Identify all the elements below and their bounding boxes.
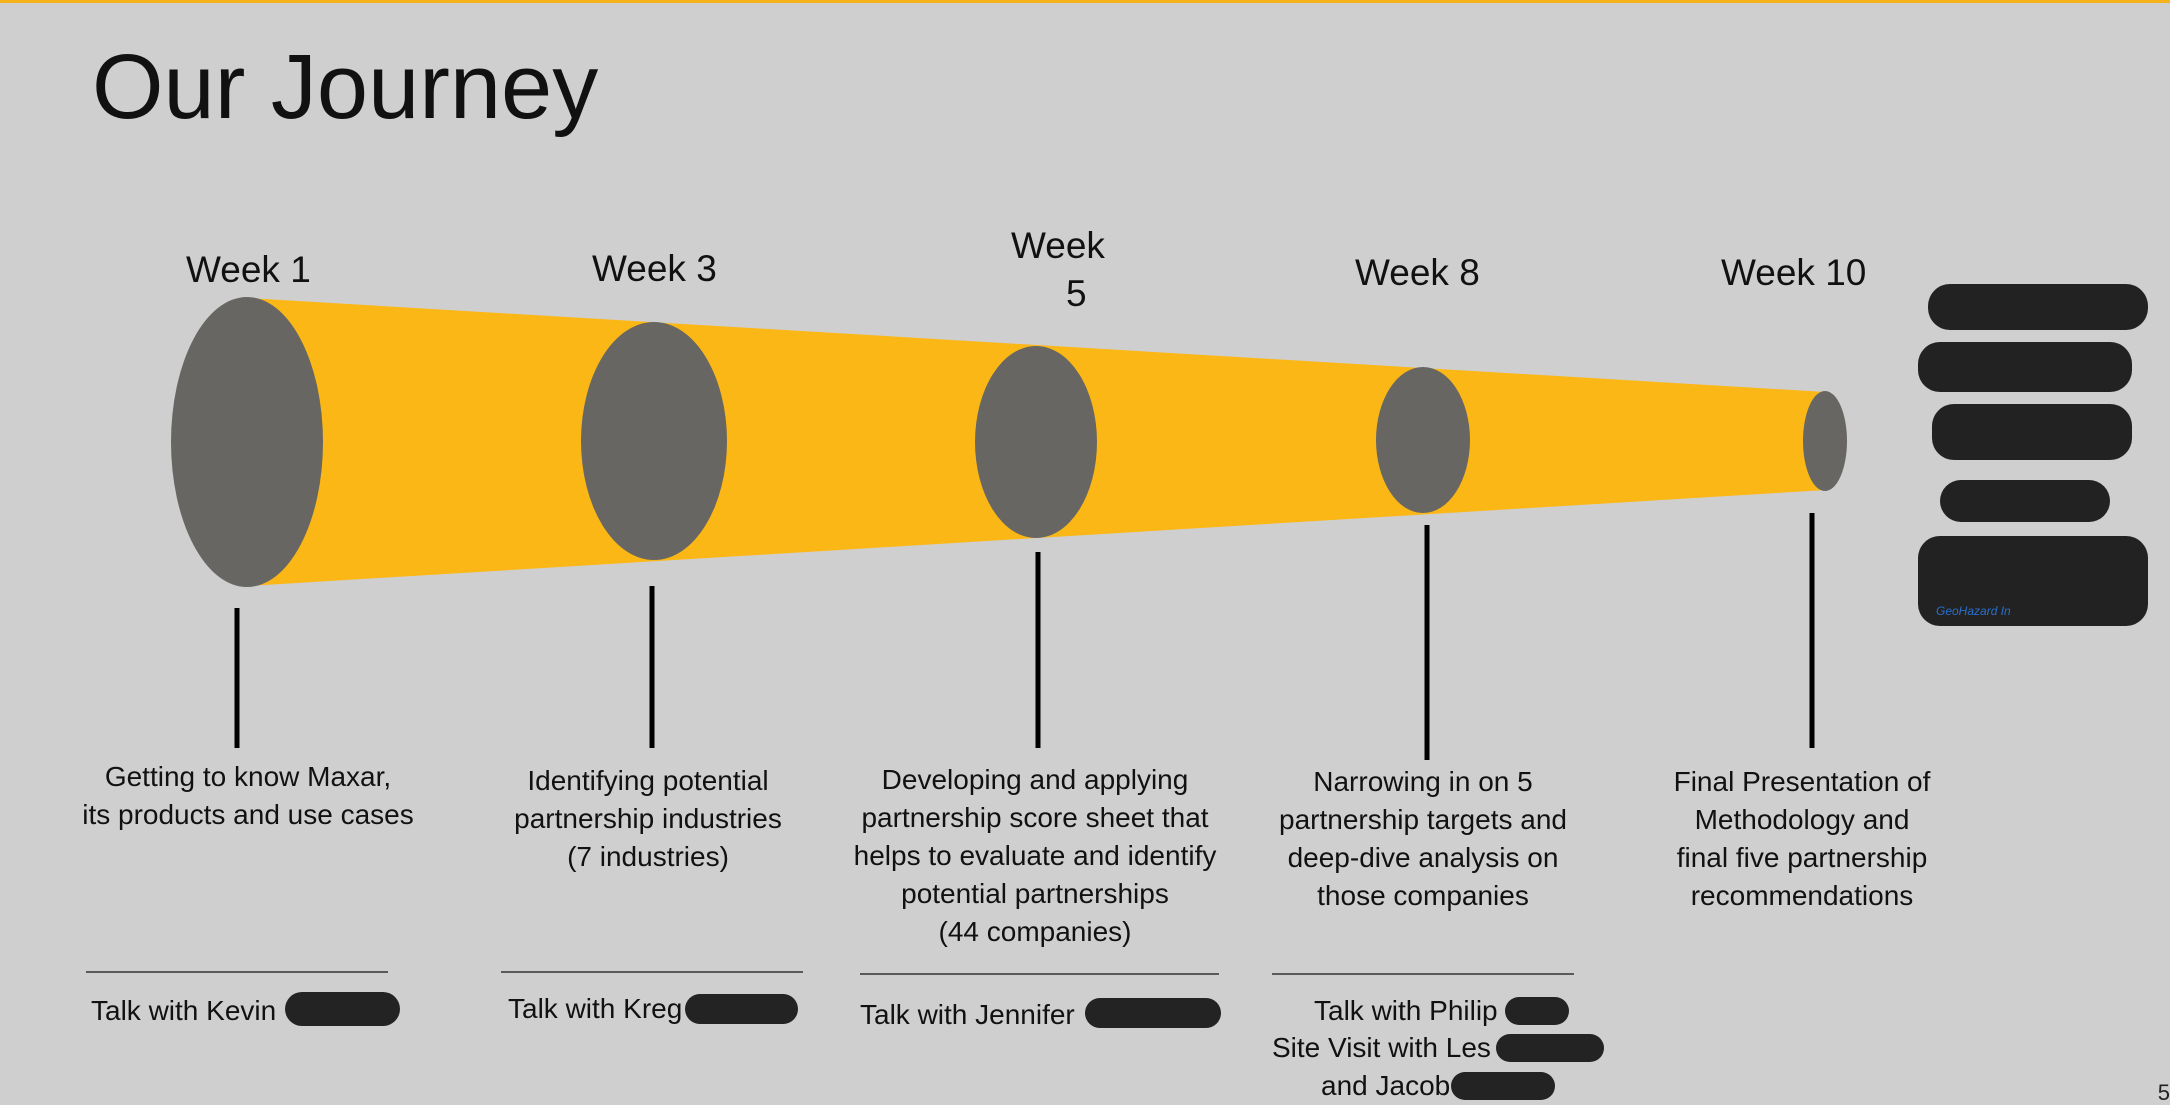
talk-week-3: Talk with Kreg <box>508 993 683 1024</box>
week-label-1: Week 1 <box>186 249 311 290</box>
milestone-ellipse-week-8 <box>1376 367 1470 513</box>
description-line: Methodology and <box>1694 804 1910 835</box>
logo-caption: GeoHazard In <box>1936 604 2011 618</box>
description-line: Developing and applying <box>881 764 1189 795</box>
description-line: potential partnerships <box>901 878 1169 909</box>
description-line: (44 companies) <box>938 916 1132 947</box>
milestone-ellipse-week-3 <box>581 322 727 560</box>
redaction-bar <box>1505 997 1569 1025</box>
week-label-5: Week 5 <box>1011 222 1105 318</box>
description-line: Getting to know Maxar, <box>104 761 392 792</box>
talk-week-1: Talk with Kevin <box>91 995 277 1026</box>
milestone-description-week-10: Final Presentation of Methodology and fi… <box>1602 763 2002 915</box>
page-number: 5 <box>2157 1080 2170 1105</box>
week-label-3: Week 3 <box>592 248 717 289</box>
redacted-logo-icon <box>1918 282 2148 634</box>
milestone-description-week-3: Identifying potential partnership indust… <box>448 762 848 876</box>
description-line: Narrowing in on 5 <box>1313 766 1533 797</box>
redaction-bar <box>1928 284 2148 330</box>
redaction-bar <box>1451 1072 1555 1100</box>
description-line: Identifying potential <box>527 765 769 796</box>
talk-week-8-line-3: and Jacob <box>1321 1070 1451 1101</box>
description-line: recommendations <box>1690 880 1914 911</box>
top-accent-border <box>0 0 2170 3</box>
milestone-ellipse-week-5 <box>975 346 1097 538</box>
redaction-bar <box>1918 342 2132 392</box>
redaction-bar <box>1932 404 2132 460</box>
description-line: final five partnership <box>1676 842 1928 873</box>
slide-title: Our Journey <box>92 36 599 138</box>
talk-week-5: Talk with Jennifer <box>860 999 1075 1030</box>
milestone-ellipse-week-10 <box>1803 391 1847 491</box>
description-line: its products and use cases <box>82 799 414 830</box>
redaction-bar <box>1918 536 2148 626</box>
week-label-5-line2: 5 <box>1066 273 1087 314</box>
milestone-description-week-5: Developing and applying partnership scor… <box>835 761 1235 951</box>
description-line: partnership targets and <box>1279 804 1567 835</box>
milestone-description-week-1: Getting to know Maxar, its products and … <box>48 758 448 834</box>
description-line: those companies <box>1317 880 1529 911</box>
redaction-bar <box>1940 480 2110 522</box>
redaction-bar <box>1496 1034 1604 1062</box>
milestone-ellipse-week-1 <box>171 297 323 587</box>
week-label-10: Week 10 <box>1721 252 1867 293</box>
talk-week-8-line-1: Talk with Philip <box>1314 995 1498 1026</box>
description-line: deep-dive analysis on <box>1287 842 1559 873</box>
redaction-bar <box>1085 998 1221 1028</box>
description-line: Final Presentation of <box>1673 766 1931 797</box>
redaction-bar <box>685 994 798 1024</box>
week-label-5-line1: Week <box>1011 225 1105 266</box>
description-line: partnership industries <box>514 803 782 834</box>
redaction-bar <box>285 992 400 1026</box>
talk-week-8-line-2: Site Visit with Les <box>1272 1032 1491 1063</box>
milestone-description-week-8: Narrowing in on 5 partnership targets an… <box>1223 763 1623 915</box>
week-label-8: Week 8 <box>1355 252 1480 293</box>
description-line: (7 industries) <box>567 841 729 872</box>
description-line: helps to evaluate and identify <box>853 840 1217 871</box>
description-line: partnership score sheet that <box>861 802 1209 833</box>
